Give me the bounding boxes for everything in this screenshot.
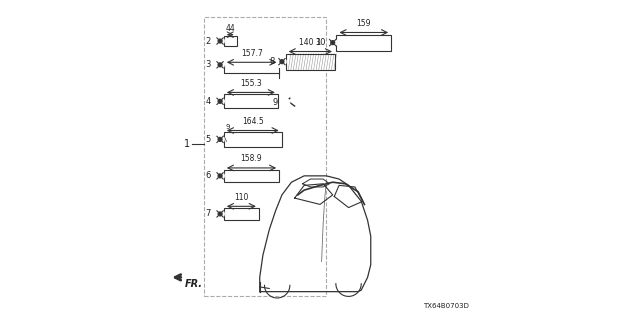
Bar — [224, 170, 279, 182]
Text: 1: 1 — [184, 139, 190, 149]
Bar — [337, 35, 391, 51]
Circle shape — [216, 135, 224, 143]
Circle shape — [218, 100, 222, 103]
Text: 7: 7 — [205, 209, 211, 219]
Text: 10: 10 — [316, 38, 326, 47]
Text: 158.9: 158.9 — [241, 154, 262, 163]
Circle shape — [331, 41, 335, 44]
Text: 140 3: 140 3 — [300, 38, 321, 47]
Text: 2: 2 — [205, 36, 211, 45]
Text: 110: 110 — [234, 193, 248, 202]
Text: TX64B0703D: TX64B0703D — [423, 303, 469, 309]
Circle shape — [278, 58, 286, 66]
Circle shape — [218, 63, 222, 67]
Text: 9: 9 — [226, 124, 230, 131]
Circle shape — [284, 99, 290, 105]
Text: 6: 6 — [205, 172, 211, 180]
Text: 8: 8 — [269, 57, 275, 66]
Bar — [224, 36, 237, 46]
Text: 164.5: 164.5 — [242, 117, 264, 126]
Text: 4: 4 — [205, 97, 211, 106]
Text: 157.7: 157.7 — [241, 49, 262, 58]
Text: 9: 9 — [273, 99, 278, 108]
Circle shape — [218, 174, 222, 178]
Bar — [204, 17, 326, 296]
Bar — [224, 94, 278, 108]
Circle shape — [280, 60, 284, 64]
Text: 155.3: 155.3 — [240, 79, 262, 88]
Circle shape — [218, 39, 222, 43]
Circle shape — [216, 172, 224, 180]
Bar — [224, 208, 259, 220]
Text: 159: 159 — [356, 19, 371, 28]
Circle shape — [218, 212, 222, 216]
Text: 3: 3 — [205, 60, 211, 69]
Text: FR.: FR. — [185, 279, 203, 289]
Circle shape — [216, 37, 224, 45]
Circle shape — [216, 210, 224, 218]
Text: 44: 44 — [225, 24, 235, 33]
Bar — [224, 132, 282, 147]
Circle shape — [218, 138, 222, 141]
Text: 5: 5 — [205, 135, 211, 144]
Circle shape — [216, 97, 224, 105]
Circle shape — [328, 38, 337, 47]
Bar — [285, 54, 335, 69]
Circle shape — [216, 61, 224, 69]
